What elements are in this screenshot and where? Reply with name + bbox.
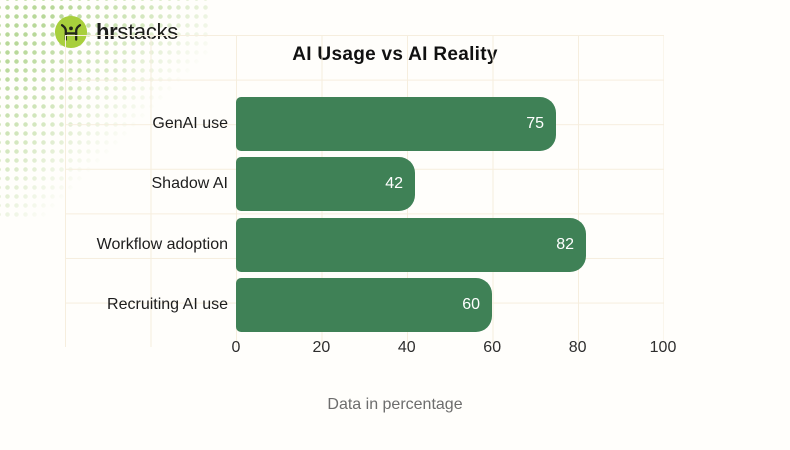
x-tick-label: 60 [483,339,502,356]
category-labels: GenAI use Shadow AI Workflow adoption Recru… [0,75,228,335]
x-tick-label: 0 [231,339,241,356]
plot-area: 75 42 82 60 [236,75,663,335]
x-tick-label: 80 [568,339,587,356]
x-tick-label: 20 [312,339,331,356]
bar-genai-use: 75 [236,97,556,151]
category-label: Shadow AI [151,175,229,192]
bar-value-label: 82 [556,236,574,253]
bar-value-label: 75 [526,115,544,132]
category-label: Workflow adoption [96,236,228,253]
x-tick-label: 40 [397,339,416,356]
bar-recruiting-ai-use: 60 [236,278,492,332]
x-axis-ticks: 0 20 40 60 80 100 [232,339,677,361]
x-tick-label: 100 [649,339,677,356]
bar-value-label: 42 [385,175,403,192]
category-label: Recruiting AI use [107,296,228,313]
axis-caption: Data in percentage [327,396,463,413]
category-label: GenAI use [152,115,228,132]
bar-workflow-adoption: 82 [236,218,586,272]
bar-shadow-ai: 42 [236,157,415,211]
bar-value-label: 60 [462,296,480,313]
